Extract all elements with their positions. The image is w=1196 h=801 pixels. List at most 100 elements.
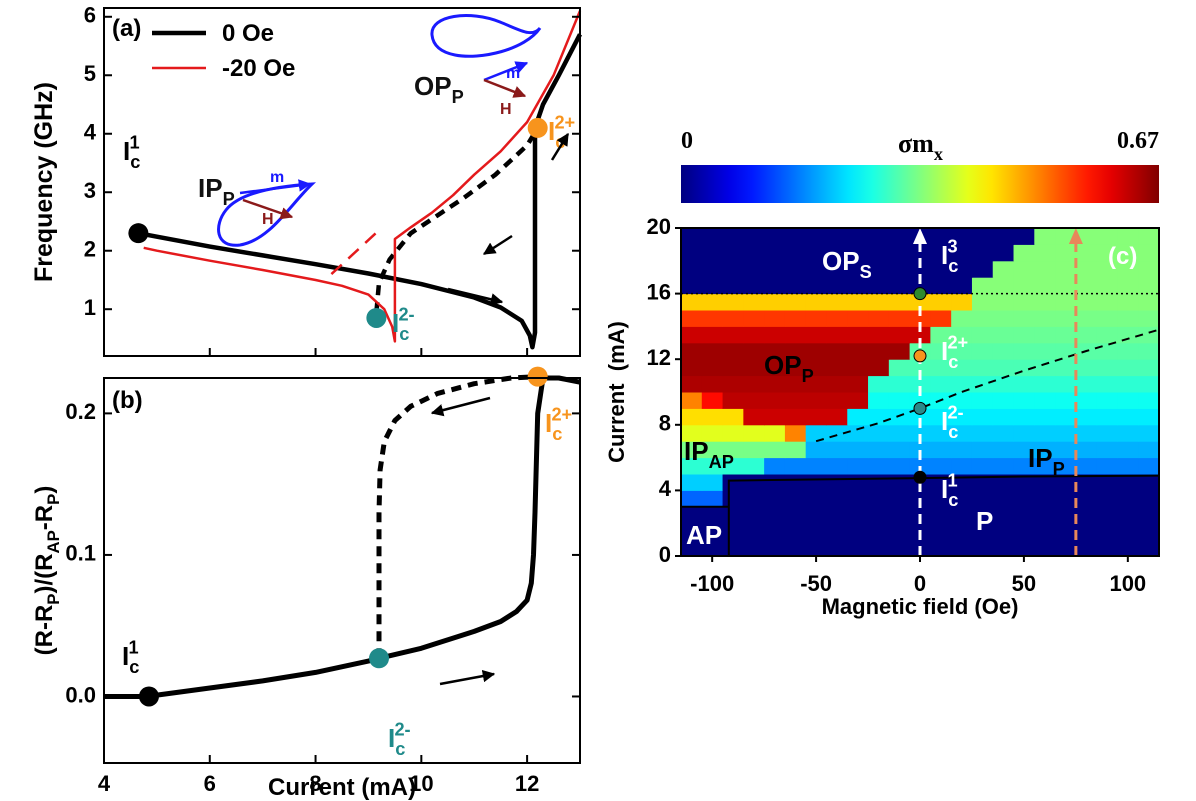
heat-cell (784, 408, 807, 426)
heat-cell (1013, 277, 1035, 295)
x-tick-label: 0 (914, 571, 926, 596)
direction-arrows (430, 132, 570, 686)
heat-cell (722, 359, 744, 377)
label-part: ) (31, 486, 58, 494)
heat-cell (743, 506, 765, 524)
heat-cell (1096, 342, 1118, 360)
label-part: AP (686, 520, 722, 550)
label: Ic3 (941, 236, 958, 275)
heat-cell (1096, 523, 1118, 541)
heat-cell (992, 228, 1015, 245)
heat-cell (951, 310, 973, 327)
heat-cell (1117, 277, 1139, 295)
heat-cell (805, 441, 827, 459)
heat-cell (681, 228, 703, 245)
heat-cell (1055, 424, 1077, 442)
heat-cell (909, 441, 931, 459)
heat-cell (847, 293, 869, 311)
heat-cell (681, 490, 703, 508)
label: P (976, 506, 993, 536)
heat-cell (1034, 260, 1056, 278)
heat-cell (701, 457, 724, 475)
marker (913, 287, 927, 301)
heat-cell (971, 474, 994, 491)
y-tick-label: 5 (84, 61, 96, 86)
heat-cell (826, 359, 848, 377)
heat-cell (784, 523, 807, 541)
heat-cell (701, 342, 724, 360)
guide-arrow-head (1068, 228, 1083, 244)
heat-cell (951, 457, 973, 475)
heat-cell (805, 293, 827, 311)
heat-cell (909, 375, 931, 393)
heat-cell (951, 375, 973, 393)
subscript: c (130, 152, 140, 172)
legend-label: 0 Oe (222, 20, 274, 47)
heat-cell (971, 441, 994, 459)
x-tick-label: 8 (309, 771, 321, 796)
heat-cell (722, 441, 744, 459)
heat-cell (1013, 424, 1035, 442)
heat-cell (681, 326, 703, 344)
heat-cell (930, 408, 952, 426)
heat-cell (1013, 228, 1035, 245)
heat-cell (930, 244, 952, 262)
x-tick-label: -100 (690, 571, 734, 596)
marker (366, 307, 387, 328)
heat-cell (1138, 277, 1160, 295)
heat-cell (992, 408, 1015, 426)
x-tick-label: 4 (98, 771, 111, 796)
heat-cell (701, 277, 724, 295)
marker (913, 401, 927, 415)
heat-cell (971, 310, 994, 327)
heat-cell (805, 539, 827, 557)
heat-cell (1075, 490, 1098, 508)
heat-cell (1013, 375, 1035, 393)
heat-cell (743, 310, 765, 327)
heat-cell (722, 244, 744, 262)
label-part: IP (1028, 443, 1053, 473)
heat-cell (992, 539, 1015, 557)
heat-cell (888, 490, 911, 508)
heat-cell (1117, 375, 1139, 393)
heat-cell (764, 310, 786, 327)
heat-cell (1075, 326, 1098, 344)
heat-cell (1034, 474, 1056, 491)
boundary-line (815, 328, 1160, 443)
y-tick-label: 0.2 (65, 399, 96, 424)
heat-cell (784, 474, 807, 491)
heat-cell (992, 293, 1015, 311)
heat-cell (1013, 490, 1035, 508)
heat-cell (868, 539, 890, 557)
label: H (262, 211, 274, 228)
guide-arrow-head (913, 228, 927, 244)
heat-cell (868, 408, 890, 426)
heat-cell (826, 260, 848, 278)
heat-cell (1096, 375, 1118, 393)
heat-cell (764, 424, 786, 442)
heat-cell (805, 277, 827, 295)
heat-cell (1096, 506, 1118, 524)
heat-cell (1096, 457, 1118, 475)
heat-cell (1034, 392, 1056, 409)
heat-cell (701, 392, 724, 409)
heat-cell (722, 342, 744, 360)
heat-cell (1075, 359, 1098, 377)
heat-cell (868, 310, 890, 327)
heat-cell (868, 457, 890, 475)
heat-cell (743, 359, 765, 377)
heat-cell (930, 375, 952, 393)
heat-cell (701, 326, 724, 344)
heat-cell (971, 424, 994, 442)
label-part: -R (31, 505, 58, 530)
heat-cell (764, 539, 786, 557)
heat-cell (681, 244, 703, 262)
heat-cell (764, 375, 786, 393)
inset-arrow (483, 78, 527, 98)
heat-cell (847, 375, 869, 393)
heat-cell (681, 539, 703, 557)
heat-cell (1117, 441, 1139, 459)
subscript: P (44, 593, 63, 604)
heat-cell (826, 490, 848, 508)
heat-cell (743, 408, 765, 426)
